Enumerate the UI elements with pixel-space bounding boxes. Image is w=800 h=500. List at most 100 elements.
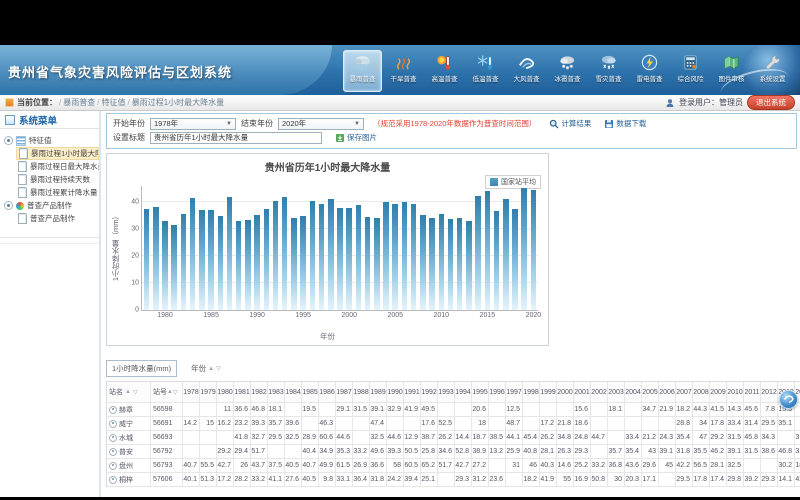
chart-bar-1995 [300,215,306,310]
row-expander-icon[interactable] [109,433,117,442]
tree-group-feature-values[interactable]: 特征值 [4,134,99,147]
year-column-header[interactable]: 1995 [472,382,489,402]
year-column-header[interactable]: 1989 [370,382,387,402]
calculate-button[interactable]: 计算结果 [549,118,591,129]
chart-bar-2018 [512,209,518,310]
value-cell: 35.7 [268,417,285,430]
year-column-header[interactable]: 2006 [659,382,676,402]
nav-item-snow[interactable]: 雪灾普查 [589,50,628,92]
tree-item-accumulated-precip[interactable]: 暴雨过程累计降水量 [16,186,99,199]
chart-title-input[interactable] [150,131,322,144]
year-column-header[interactable]: 2009 [710,382,727,402]
year-column-header[interactable]: 2011 [744,382,761,402]
station-name-header[interactable]: 站名 ▲ ▽ [107,382,151,402]
sort-desc-icon[interactable]: ▽ [132,389,138,396]
value-cell: 32.9 [387,403,404,416]
tree-group-product[interactable]: 普查产品制作 [4,199,99,212]
download-button[interactable]: 数据下载 [604,118,646,129]
value-cell [183,431,200,444]
sort-desc-icon[interactable]: ▽ [216,366,221,372]
sort-desc-icon[interactable]: ▽ [172,389,178,396]
value-cell: 42.7 [455,459,472,472]
nav-item-lightning[interactable]: 雷电普查 [630,50,669,92]
year-column-header[interactable]: 2000 [557,382,574,402]
year-column-header[interactable]: 1991 [404,382,421,402]
breadcrumb-item-rainstorm[interactable]: 暴雨普查 [63,98,96,107]
year-column-header[interactable]: 2007 [676,382,693,402]
value-cell: 51.3 [200,473,217,486]
value-cell: 25.8 [421,445,438,458]
year-column-header[interactable]: 2002 [591,382,608,402]
year-column-header[interactable]: 2014 [795,382,800,402]
year-sort-control[interactable]: 年份 ▲ ▽ [191,363,221,374]
year-column-header[interactable]: 1993 [438,382,455,402]
start-year-select[interactable]: 1978年 ▼ [150,117,236,130]
year-column-header[interactable]: 1998 [523,382,540,402]
nav-item-system-settings[interactable]: 系统设置 [753,50,792,92]
year-column-header[interactable]: 1997 [506,382,523,402]
station-id-header[interactable]: 站号 ▲ ▽ [151,382,183,402]
station-id-header-label: 站号 [153,389,167,396]
logout-button[interactable]: 退出系统 [747,95,795,110]
nav-item-drought[interactable]: 干旱普查 [384,50,423,92]
value-cell: 7.8 [761,403,778,416]
year-column-header[interactable]: 1999 [540,382,557,402]
year-column-header[interactable]: 2012 [761,382,778,402]
year-column-header[interactable]: 1996 [489,382,506,402]
nav-item-wind[interactable]: 大风普查 [507,50,546,92]
tree-item-daily-max-precip[interactable]: 暴雨过程日最大降水量 [16,160,99,173]
product-icon [16,201,24,210]
value-cell: 29.3 [761,473,778,486]
year-column-header[interactable]: 1984 [285,382,302,402]
breadcrumb-item-current[interactable]: 暴雨过程1小时最大降水量 [131,98,225,107]
year-column-header[interactable]: 1982 [251,382,268,402]
year-column-header[interactable]: 1988 [353,382,370,402]
breadcrumb-item-feature[interactable]: 特征值 [101,98,126,107]
year-column-header[interactable]: 1985 [302,382,319,402]
nav-item-rainstorm[interactable]: 暴雨普查 [343,50,382,92]
year-column-header[interactable]: 1986 [319,382,336,402]
year-column-header[interactable]: 2001 [574,382,591,402]
chart-bar-2001 [355,204,362,310]
unit-filter[interactable]: 1小时降水量(mm) [106,360,178,377]
year-column-header[interactable]: 1978 [183,382,200,402]
expander-icon[interactable] [4,136,13,145]
nav-item-high-temp[interactable]: 高温普查 [425,50,464,92]
year-column-header[interactable]: 1994 [455,382,472,402]
year-column-header[interactable]: 1983 [268,382,285,402]
year-column-header[interactable]: 1987 [336,382,353,402]
row-expander-icon[interactable] [109,405,117,414]
year-column-header[interactable]: 2004 [625,382,642,402]
chart-bar-1980 [162,220,168,310]
tree-item-1h-max-precip[interactable]: 暴雨过程1小时最大降水量 [16,147,99,160]
year-column-header[interactable]: 2003 [608,382,625,402]
sort-asc-icon[interactable]: ▲ [208,365,215,372]
nav-item-map-review[interactable]: 图件审核 [712,50,751,92]
expander-icon[interactable] [4,201,13,210]
year-column-header[interactable]: 2005 [642,382,659,402]
end-year-select[interactable]: 2020年 ▼ [278,117,364,130]
year-column-header[interactable]: 1981 [234,382,251,402]
year-column-header[interactable]: 1992 [421,382,438,402]
back-to-top-button[interactable] [779,390,798,409]
sort-asc-icon[interactable]: ▲ [125,389,131,395]
sort-asc-icon[interactable]: ▲ [167,389,173,395]
tree-item-product-making[interactable]: 普查产品制作 [16,212,99,225]
nav-item-composite-risk[interactable]: 综合风险 [671,50,710,92]
nav-item-low-temp[interactable]: 低温普查 [466,50,505,92]
row-expander-icon[interactable] [109,475,117,484]
year-column-header[interactable]: 2010 [727,382,744,402]
row-expander-icon[interactable] [109,461,117,470]
value-cell: 36.4 [353,473,370,486]
year-column-header[interactable]: 1979 [200,382,217,402]
row-expander-icon[interactable] [109,447,117,456]
year-column-header[interactable]: 1980 [217,382,234,402]
row-expander-icon[interactable] [109,419,117,428]
year-column-header[interactable]: 1990 [387,382,404,402]
save-image-button[interactable]: 保存图片 [335,132,377,143]
year-column-header[interactable]: 2008 [693,382,710,402]
value-cell: 24.3 [659,431,676,444]
tree-item-duration-days[interactable]: 暴雨过程持续天数 [16,173,99,186]
value-cell [387,417,404,430]
nav-item-hail[interactable]: 冰雹普查 [548,50,587,92]
